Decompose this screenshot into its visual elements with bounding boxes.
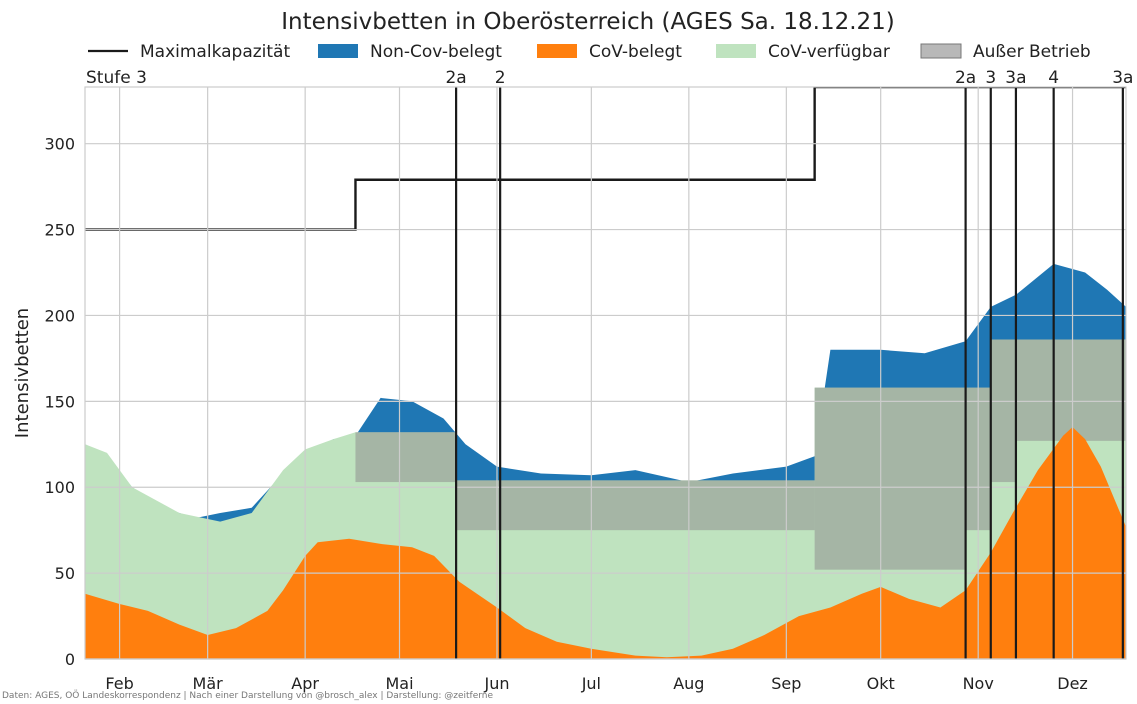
x-axis: Feb Mär Apr Mai Jun Jul Aug Sep Okt Nov Dez xyxy=(105,674,1087,693)
stage-label: 3 xyxy=(985,68,996,88)
x-tick-label: Feb xyxy=(105,674,133,693)
x-tick-label: Apr xyxy=(291,674,319,693)
legend-label: Non-Cov-belegt xyxy=(370,42,502,62)
stage-label: 2a xyxy=(955,68,976,88)
grid xyxy=(85,87,1126,660)
chart-legend: Maximalkapazität Non-Cov-belegt CoV-belegt… xyxy=(88,42,1091,62)
stage-label: 2a xyxy=(445,68,466,88)
y-axis: 0 50 100 150 200 250 300 xyxy=(44,135,75,669)
stage-label: 2 xyxy=(495,68,506,88)
plot-area xyxy=(84,86,1127,660)
x-tick-label: Mai xyxy=(385,674,413,693)
stage-labels: Stufe 3 2a 2 2a 3 3a 4 3a xyxy=(86,68,1133,88)
legend-label: Außer Betrieb xyxy=(973,42,1091,62)
y-tick-label: 100 xyxy=(44,478,75,497)
legend-label: CoV-verfügbar xyxy=(768,42,890,62)
source-credit: Daten: AGES, OÖ Landeskorrespondenz | Na… xyxy=(2,690,494,701)
y-tick-label: 50 xyxy=(55,564,75,583)
legend-swatch xyxy=(537,44,577,58)
legend-label: Maximalkapazität xyxy=(140,42,290,62)
y-tick-label: 150 xyxy=(44,392,75,411)
plot-frame xyxy=(84,86,1127,660)
legend-swatch xyxy=(920,43,962,59)
legend-label: CoV-belegt xyxy=(589,42,682,62)
legend-swatch xyxy=(716,44,756,58)
band-ausser-betrieb xyxy=(500,480,815,531)
stage-label: 3a xyxy=(1112,68,1133,88)
series-maximalkapazitaet xyxy=(85,87,1126,231)
band-ausser-betrieb xyxy=(355,432,457,483)
x-tick-label: Dez xyxy=(1057,674,1088,693)
stage-label: Stufe 3 xyxy=(86,68,147,88)
band-ausser-betrieb xyxy=(1015,339,1054,441)
y-tick-label: 0 xyxy=(65,650,75,669)
band-ausser-betrieb xyxy=(456,480,501,531)
legend-swatch xyxy=(318,44,358,58)
x-tick-label: Jun xyxy=(483,674,509,693)
band-ausser-betrieb xyxy=(814,387,966,570)
y-tick-label: 200 xyxy=(44,306,75,325)
x-tick-label: Okt xyxy=(867,674,895,693)
x-tick-label: Jul xyxy=(581,674,601,693)
x-tick-label: Nov xyxy=(963,674,994,693)
band-ausser-betrieb xyxy=(1053,339,1123,441)
y-tick-label: 250 xyxy=(44,221,75,240)
stage-label: 4 xyxy=(1048,68,1059,88)
y-tick-label: 300 xyxy=(44,135,75,154)
y-axis-label: Intensivbetten xyxy=(12,308,33,438)
chart-title: Intensivbetten in Oberösterreich (AGES S… xyxy=(281,9,895,35)
series-cov-belegt xyxy=(85,427,1126,659)
x-tick-label: Mär xyxy=(193,674,224,693)
stage-label: 3a xyxy=(1005,68,1026,88)
x-tick-label: Sep xyxy=(771,674,801,693)
x-tick-label: Aug xyxy=(673,674,704,693)
band-ausser-betrieb xyxy=(1122,339,1126,441)
band-ausser-betrieb xyxy=(990,339,1016,483)
